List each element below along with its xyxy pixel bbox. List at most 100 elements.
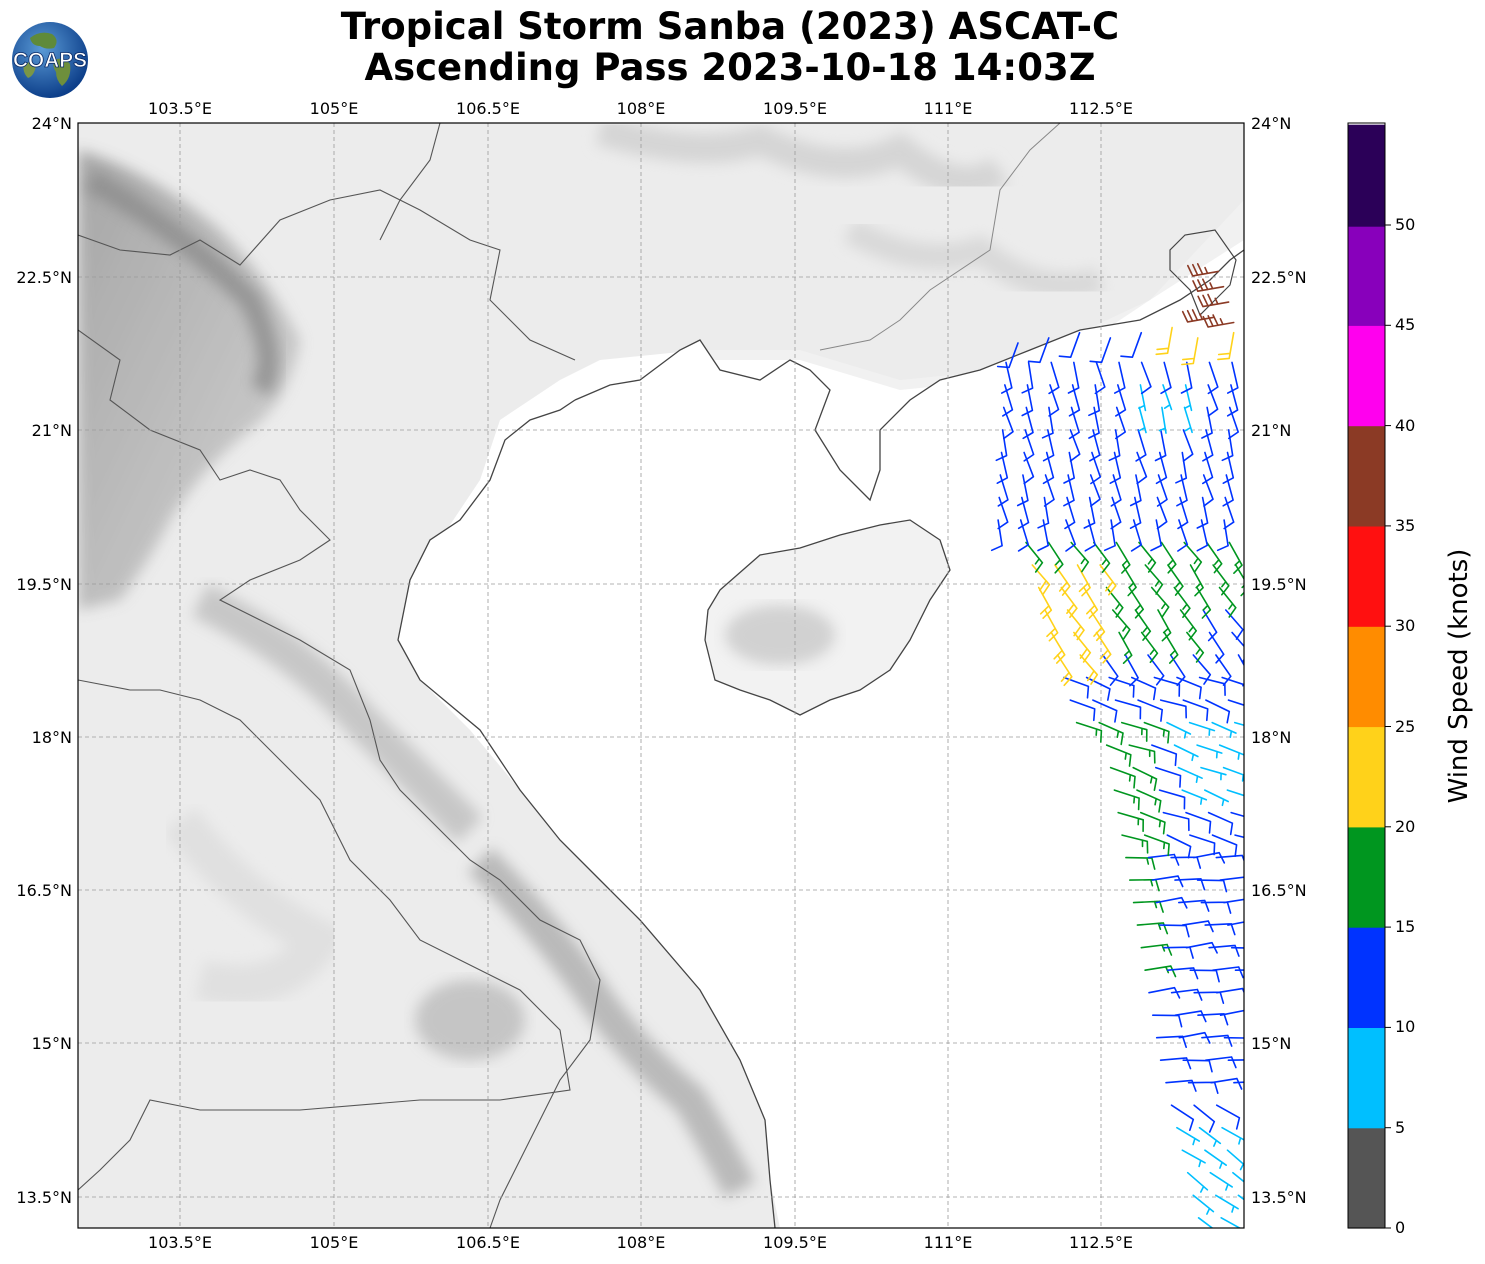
- wind-barb: [1143, 721, 1170, 744]
- wind-barb: [1181, 337, 1199, 366]
- wind-barb: [1092, 699, 1118, 723]
- wind-barb: [1132, 900, 1164, 913]
- wind-barb: [1217, 331, 1235, 361]
- wind-barb: [1159, 924, 1190, 938]
- lat-tick-label: 22.5°N: [1251, 268, 1307, 287]
- wind-barb: [1204, 789, 1229, 807]
- wind-barb: [1218, 586, 1237, 618]
- wind-barb: [1163, 946, 1194, 959]
- wind-barb: [1110, 496, 1122, 530]
- colorbar-tick-label: 50: [1395, 215, 1416, 234]
- wind-barb: [1162, 384, 1173, 411]
- hainan-island: [704, 519, 951, 716]
- lat-tick-label: 19.5°N: [16, 575, 72, 594]
- wind-barb: [1158, 789, 1186, 810]
- wind-barb: [1068, 384, 1081, 417]
- colorbar-segment: [1348, 124, 1385, 227]
- land-relief: [78, 123, 1244, 1228]
- wind-barb: [1075, 721, 1103, 743]
- wind-barb: [1109, 766, 1136, 789]
- wind-barb: [1151, 744, 1178, 767]
- wind-barb: [1054, 564, 1071, 596]
- wind-barb: [1205, 1056, 1237, 1069]
- colorbar-segment: [1348, 425, 1385, 527]
- wind-barb: [1063, 474, 1075, 507]
- wind-barb: [1192, 1194, 1215, 1215]
- wind-barb: [1084, 519, 1096, 552]
- wind-barb: [1063, 676, 1090, 699]
- wind-barb: [1089, 474, 1101, 507]
- country-borders: [78, 123, 601, 1228]
- wind-barb: [1182, 429, 1194, 462]
- wind-barb: [1212, 564, 1230, 596]
- wind-barb: [1207, 361, 1219, 395]
- wind-barb: [1103, 519, 1116, 552]
- wind-barb: [1181, 1149, 1206, 1168]
- lat-tick-label: 22.5°N: [16, 268, 72, 287]
- colorbar-tick-label: 45: [1395, 315, 1416, 335]
- wind-barb: [1227, 699, 1244, 706]
- wind-barb: [1176, 1126, 1200, 1146]
- colorbar-tick-label: 0: [1395, 1218, 1406, 1237]
- wind-barb: [1022, 406, 1034, 440]
- wind-barb: [1182, 699, 1209, 722]
- wind-barb: [1234, 721, 1244, 727]
- wind-barb: [1098, 721, 1124, 746]
- wind-barb: [1150, 519, 1162, 552]
- wind-barb: [1125, 856, 1156, 870]
- wind-barb: [1021, 384, 1034, 417]
- wind-barb: [1129, 474, 1142, 507]
- wind-barb: [1202, 451, 1214, 485]
- wind-barb: [1155, 326, 1173, 356]
- map-frame: [77, 122, 1245, 1229]
- wind-barb: [1147, 853, 1180, 866]
- page-title: Tropical Storm Sanba (2023) ASCAT-C Asce…: [230, 6, 1230, 88]
- wind-barb: [1102, 654, 1119, 686]
- wind-barb: [1115, 384, 1127, 417]
- wind-barb: [1068, 406, 1080, 440]
- wind-barb: [1166, 721, 1192, 739]
- wind-barb: [1138, 384, 1147, 412]
- wind-barb: [1130, 519, 1143, 552]
- colorbar-tick-label: 30: [1395, 616, 1416, 636]
- china-province-border: [819, 123, 1061, 351]
- wind-barb: [1162, 811, 1190, 832]
- wind-barb: [1128, 744, 1156, 764]
- colorbar-segment: [1348, 626, 1385, 728]
- lat-tick-label: 15°N: [31, 1034, 72, 1053]
- wind-barb: [1017, 496, 1030, 530]
- wind-barb: [1143, 834, 1170, 857]
- lon-tick-label: 106.5°E: [456, 99, 520, 118]
- wind-barb: [1215, 854, 1244, 863]
- colorbar-tick-label: 5: [1395, 1117, 1406, 1137]
- colorbar-segment: [1348, 225, 1385, 326]
- wind-barb: [1223, 898, 1244, 904]
- wind-barb: [1200, 901, 1232, 914]
- wind-barb: [1134, 609, 1152, 641]
- wind-barb: [1201, 406, 1213, 439]
- wind-barb: [990, 519, 1003, 552]
- wind-barb: [1154, 429, 1167, 462]
- wind-barb: [1189, 564, 1204, 597]
- wind-barb: [1216, 987, 1244, 994]
- wind-barb: [1207, 811, 1234, 836]
- wind-barb: [1167, 564, 1184, 596]
- lon-tick-label: 103.5°E: [148, 99, 212, 118]
- colorbar-segment: [1348, 525, 1385, 627]
- lat-tick-label: 15°N: [1251, 1034, 1292, 1053]
- wind-barb: [1113, 789, 1140, 811]
- wind-barb: [1037, 519, 1049, 552]
- colorbar-segment: [1348, 927, 1385, 1028]
- wind-barb: [1187, 263, 1220, 277]
- colorbar-tick-label: 40: [1395, 415, 1416, 435]
- wind-barb: [1196, 519, 1209, 552]
- wind-barb: [1182, 1059, 1213, 1073]
- wind-barb: [1228, 406, 1239, 440]
- wind-barb: [1155, 451, 1168, 485]
- wind-barb: [1210, 1077, 1243, 1090]
- wind-barb: [1156, 474, 1168, 507]
- wind-barb: [1180, 361, 1193, 394]
- wind-barb: [1193, 1104, 1216, 1133]
- wind-barb: [1192, 278, 1225, 292]
- wind-barbs: [990, 263, 1244, 1228]
